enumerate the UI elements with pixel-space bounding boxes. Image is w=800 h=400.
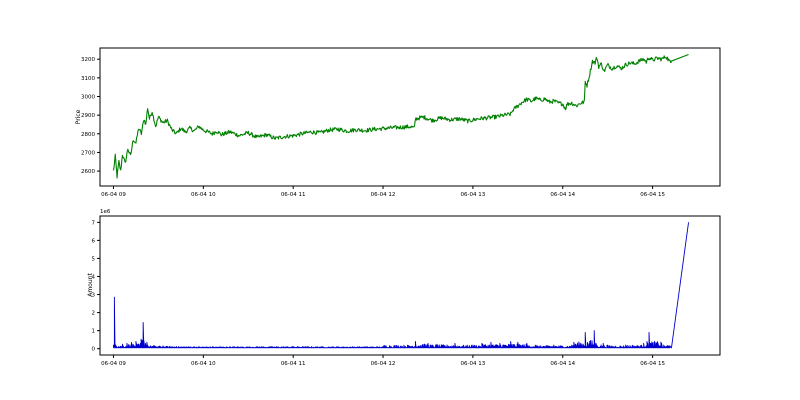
amount-x-tick-label: 06-04 12 [371,361,396,367]
amount-y-tick-label: 3 [92,293,96,299]
price-y-tick-label: 2600 [81,169,95,175]
amount-y-tick-label: 7 [92,220,96,226]
price-y-tick-label: 3000 [81,94,95,100]
amount-y-tick-label: 0 [92,347,96,353]
amount-series [113,222,689,349]
price-x-tick-label: 06-04 15 [640,192,665,198]
price-series [112,54,689,179]
price-x-tick-label: 06-04 11 [281,192,306,198]
amount-y-tick-label: 4 [92,274,96,280]
amount-x-tick-label: 06-04 14 [550,361,575,367]
amount-x-tick-label: 06-04 09 [101,361,126,367]
amount-x-tick-label: 06-04 13 [461,361,486,367]
amount-offset-label: 1e6 [100,209,111,215]
price-series-line [112,54,689,179]
amount-plot-frame [99,215,721,356]
price-y-label: Price [75,109,82,124]
amount-y-ticks: 0 1 2 3 4 5 6 7 [92,220,100,353]
price-y-ticks: 2600 2700 2800 2900 3000 3100 3200 [81,57,100,175]
amount-y-tick-label: 5 [92,256,96,262]
amount-y-tick-label: 6 [92,238,96,244]
price-x-tick-label: 06-04 14 [550,192,575,198]
price-y-tick-label: 2800 [81,132,95,138]
amount-series-line [113,222,689,349]
price-x-tick-label: 06-04 13 [461,192,486,198]
price-x-tick-label: 06-04 09 [101,192,126,198]
price-y-tick-label: 2900 [81,113,95,119]
amount-x-tick-label: 06-04 15 [640,361,665,367]
price-y-tick-label: 3200 [81,57,95,63]
price-plot-frame [99,47,721,187]
price-y-tick-label: 2700 [81,150,95,156]
price-x-tick-label: 06-04 10 [191,192,216,198]
amount-y-tick-label: 2 [92,311,96,317]
price-y-tick-label: 3100 [81,76,95,82]
amount-x-tick-label: 06-04 11 [281,361,306,367]
price-x-tick-label: 06-04 12 [371,192,396,198]
amount-y-tick-label: 1 [92,329,96,335]
amount-x-ticks: 06-04 09 06-04 10 06-04 11 06-04 12 06-04 13… [101,355,665,367]
amount-y-label: Amount [87,273,94,297]
amount-x-tick-label: 06-04 10 [191,361,216,367]
price-panel: Price 2600 2700 2800 2900 3000 3100 3200 06-04… [75,47,721,198]
price-x-ticks: 06-04 09 06-04 10 06-04 11 06-04 12 06-04 13… [101,186,665,198]
